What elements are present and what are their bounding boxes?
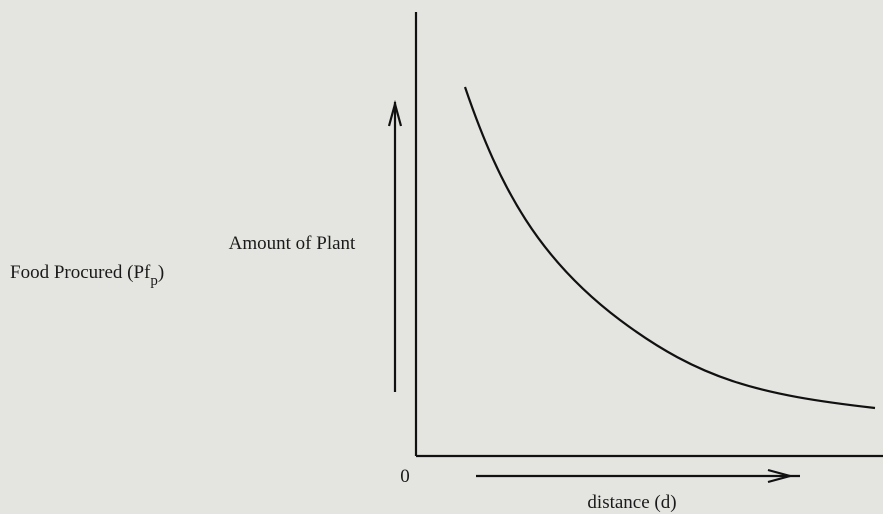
y-label-close: ) (158, 262, 164, 283)
curve (463, 86, 876, 410)
y-label-subscript: p (150, 273, 158, 289)
y-label-text: Food Procured (Pf (10, 262, 151, 283)
x-label: distance (d) (587, 492, 676, 513)
y-label-line1: Amount of Plant (229, 233, 356, 254)
y-label-line2: Food Procured (Pfp) (10, 262, 164, 289)
x-arrow-head (767, 468, 795, 484)
y-arrow-head (387, 99, 403, 127)
origin-label: 0 (400, 466, 410, 487)
